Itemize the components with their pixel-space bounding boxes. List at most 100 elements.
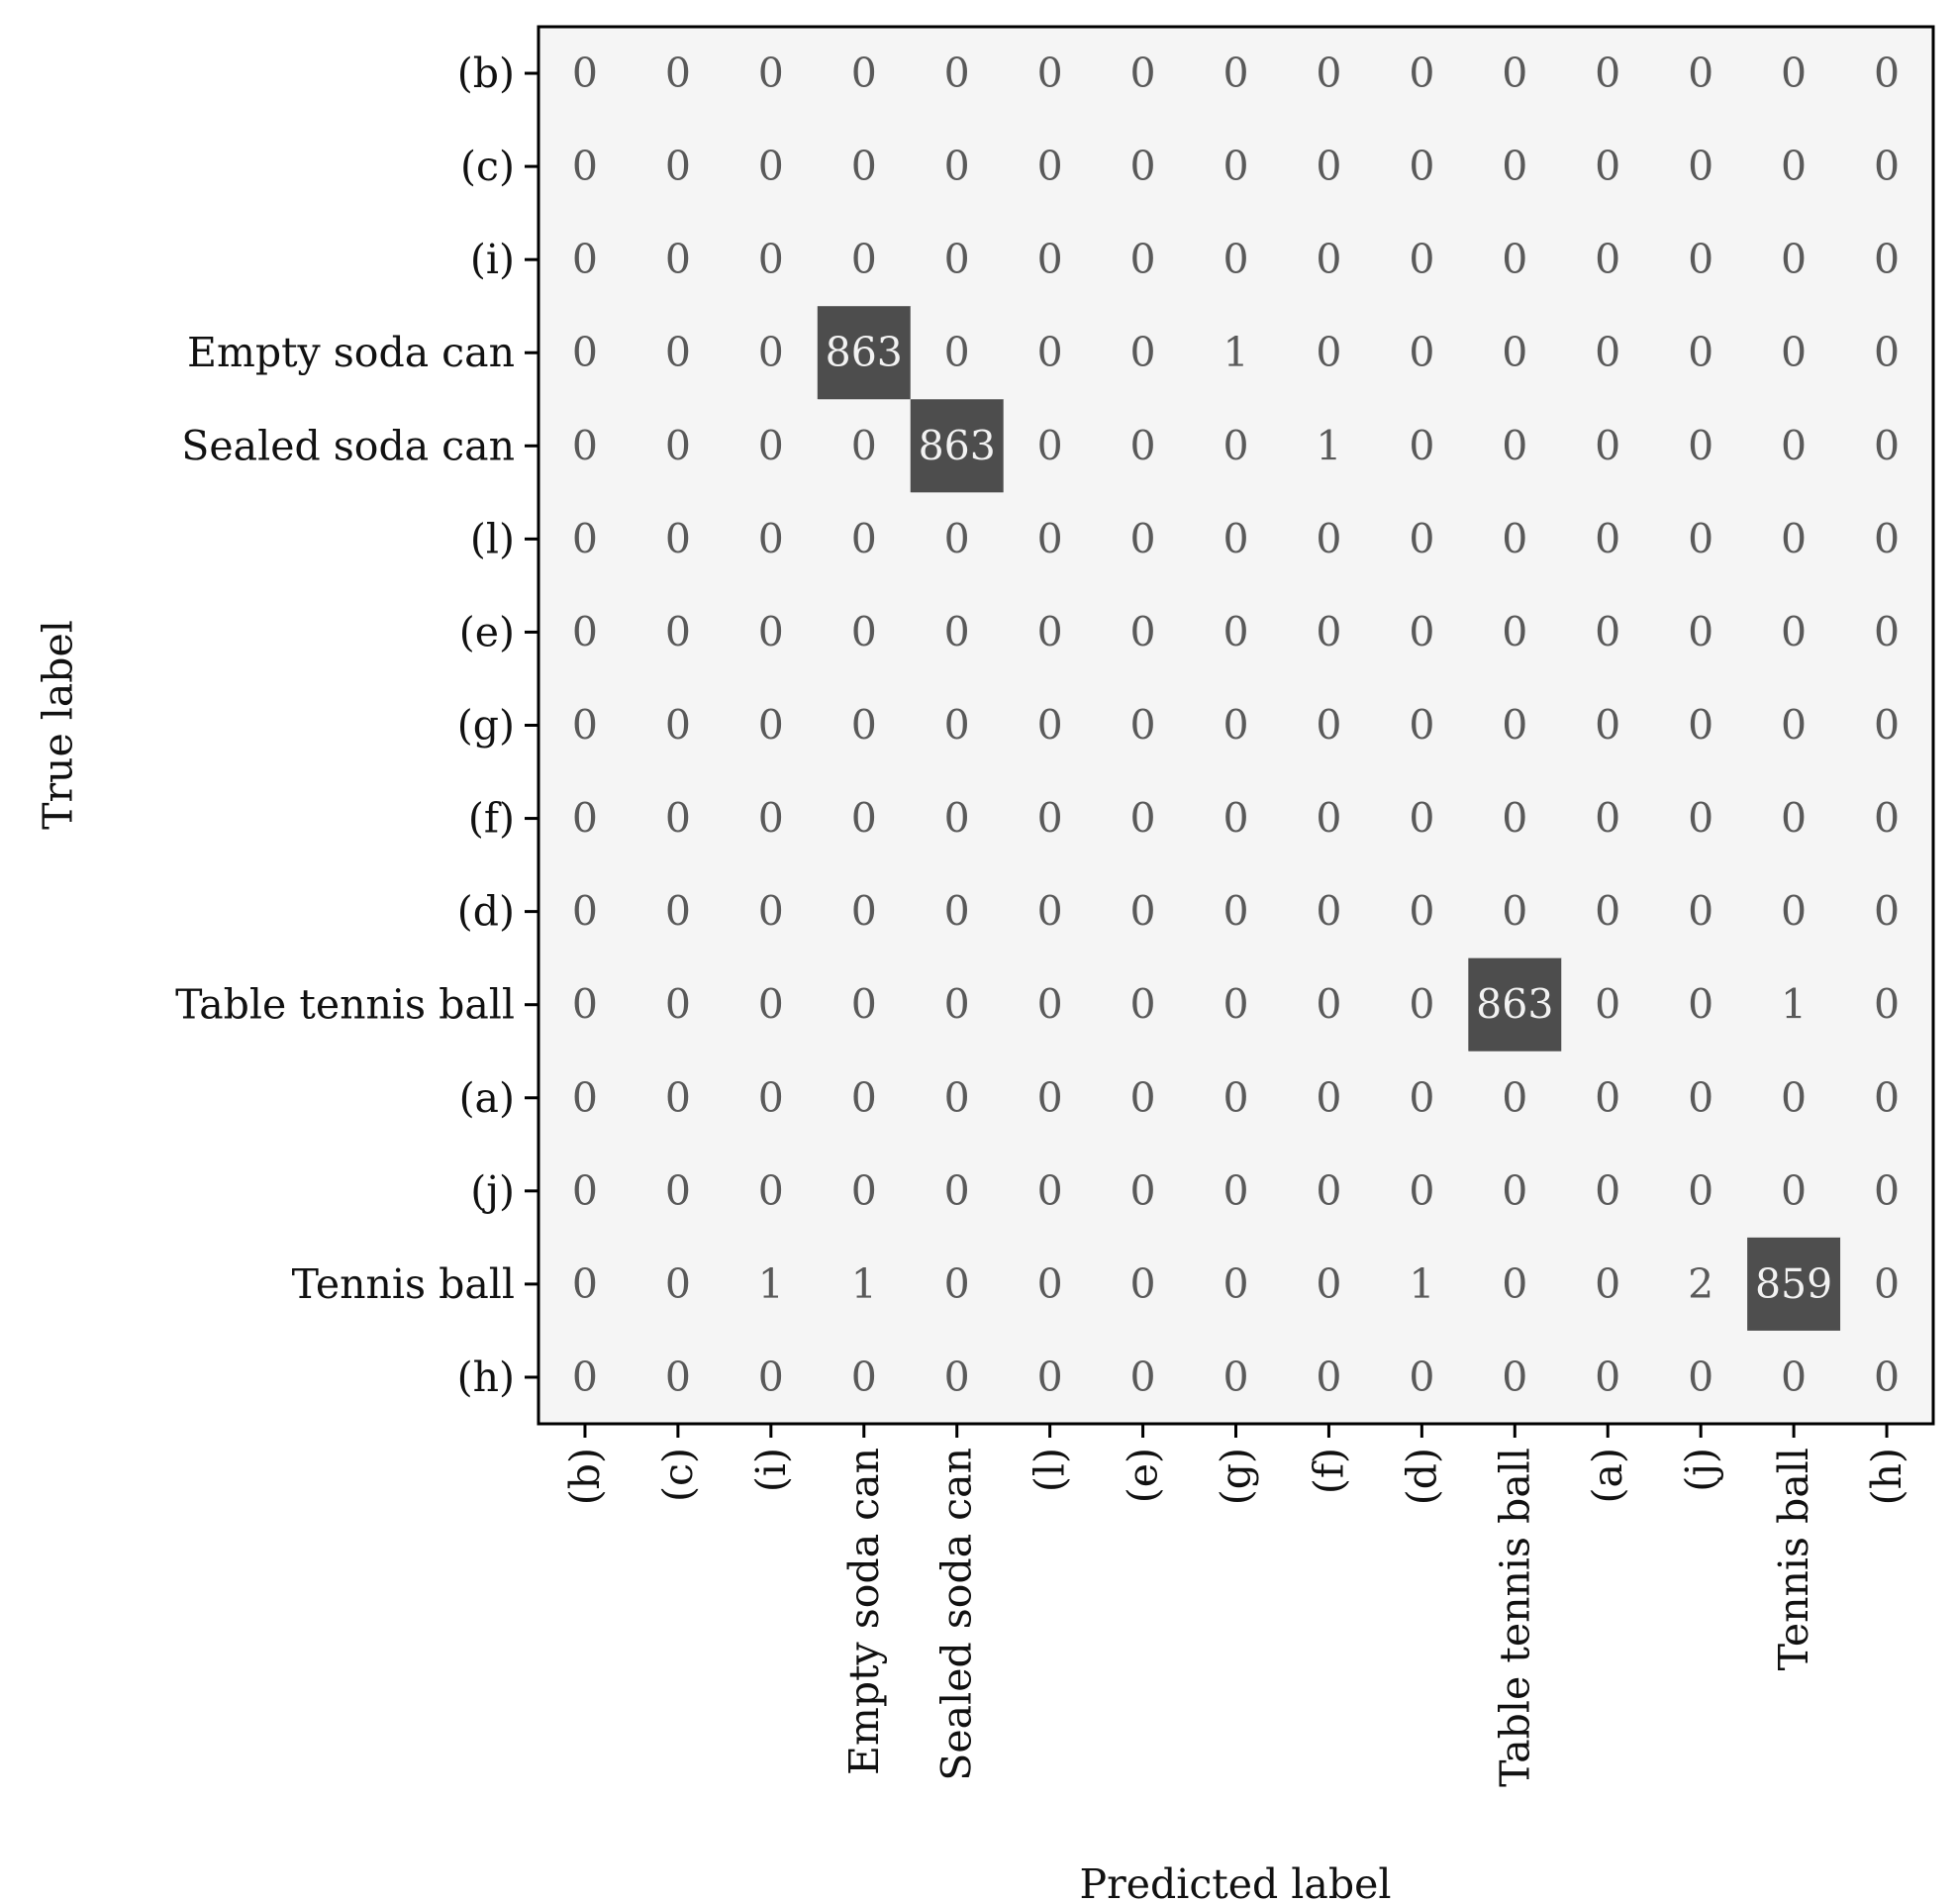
y-tick-label: (l): [470, 515, 515, 562]
heatmap-cell: [1096, 678, 1191, 773]
cell-value-label: 0: [1316, 1074, 1341, 1122]
heatmap-cell: [724, 213, 819, 307]
cell-value-label: 0: [572, 981, 598, 1029]
heatmap-cell: [1840, 120, 1934, 214]
heatmap-cell: [910, 678, 1005, 773]
x-tick-label: Sealed soda can: [933, 1448, 981, 1781]
x-axis-ticks: (b) (c) (i) Empty soda can Sealed soda can (l…: [561, 1424, 1910, 1787]
cell-value-label: 0: [1688, 50, 1713, 97]
heatmap-cell: [1654, 771, 1748, 866]
cell-value-label: 0: [572, 702, 598, 750]
heatmap-cell: [910, 864, 1005, 959]
heatmap-cell: [1654, 213, 1748, 307]
heatmap-cell: [1096, 120, 1191, 214]
heatmap-cell: [1840, 864, 1934, 959]
heatmap-cell: [1189, 120, 1284, 214]
cell-value-label: 0: [944, 50, 970, 97]
heatmap-cell: [1468, 1144, 1562, 1239]
heatmap-cell: [1189, 27, 1284, 121]
cell-value-label: 0: [1781, 888, 1807, 936]
heatmap-cell: [1375, 492, 1469, 586]
cell-value-label: 0: [572, 422, 598, 469]
cell-value-label: 0: [665, 795, 691, 843]
heatmap-cell: [1654, 585, 1748, 680]
cell-value-label: 0: [1874, 143, 1900, 190]
heatmap-cell: [1189, 1144, 1284, 1239]
cell-value-label: 0: [1502, 50, 1527, 97]
cell-value-label: 863: [826, 329, 903, 376]
cell-value-label: 0: [1222, 1167, 1248, 1215]
heatmap-cell: [1189, 1330, 1284, 1425]
x-tick-label: (b): [561, 1448, 609, 1505]
heatmap-cell: [1003, 864, 1098, 959]
cell-value-label: 0: [572, 515, 598, 562]
cell-value-label: 0: [1130, 1353, 1156, 1401]
heatmap-cell: [538, 585, 633, 680]
heatmap-cell: [910, 585, 1005, 680]
cell-value-label: 1: [1409, 1260, 1434, 1308]
cell-value-label: 1: [1316, 422, 1341, 469]
cell-value-label: 0: [851, 702, 877, 750]
cell-value-label: 0: [1130, 422, 1156, 469]
cell-value-label: 0: [665, 422, 691, 469]
heatmap-cell: [1561, 1237, 1655, 1332]
heatmap-cell: [1468, 1237, 1562, 1332]
cell-value-label: 0: [1781, 50, 1807, 97]
heatmap-cell: [1375, 864, 1469, 959]
cell-value-label: 0: [1409, 1074, 1434, 1122]
cell-value-label: 0: [1037, 702, 1063, 750]
cell-value-label: 0: [944, 1260, 970, 1308]
cell-value-label: 0: [1409, 795, 1434, 843]
cell-value-label: 0: [1595, 50, 1620, 97]
heatmap-cell: [1561, 27, 1655, 121]
heatmap-cell: [1840, 1051, 1934, 1146]
cell-value-label: 0: [1222, 981, 1248, 1029]
cell-value-label: 0: [1409, 329, 1434, 376]
heatmap-cell: [1096, 1237, 1191, 1332]
heatmap-cell: [1468, 585, 1562, 680]
x-tick-label: (d): [1398, 1448, 1445, 1505]
cell-value-label: 0: [944, 1167, 970, 1215]
heatmap-cell: [1375, 213, 1469, 307]
heatmap-cell: [1561, 771, 1655, 866]
cell-value-label: 0: [1222, 1260, 1248, 1308]
cell-value-label: 0: [1688, 981, 1713, 1029]
cell-value-label: 0: [1595, 422, 1620, 469]
heatmap-cell: [1003, 27, 1098, 121]
heatmap-cell: [1840, 771, 1934, 866]
cell-value-label: 0: [1222, 1074, 1248, 1122]
heatmap-cell: [1003, 1237, 1098, 1332]
cell-value-label: 0: [1037, 1167, 1063, 1215]
heatmap-cell: [1003, 1330, 1098, 1425]
heatmap-cell: [817, 399, 912, 493]
heatmap-cell: [1654, 492, 1748, 586]
heatmap-cell: [1840, 1330, 1934, 1425]
cell-value-label: 0: [1130, 50, 1156, 97]
heatmap-cell: [817, 771, 912, 866]
heatmap-cell: [1747, 864, 1841, 959]
cell-value-label: 0: [1595, 236, 1620, 283]
cell-value-label: 0: [1688, 608, 1713, 655]
cell-value-label: 0: [572, 1074, 598, 1122]
cell-value-label: 0: [1130, 795, 1156, 843]
heatmap-cell: [1189, 399, 1284, 493]
heatmap-cell: [631, 399, 726, 493]
heatmap-cell: [817, 492, 912, 586]
heatmap-cell: [538, 492, 633, 586]
heatmap-cell: [1561, 120, 1655, 214]
heatmap-cell: [1375, 585, 1469, 680]
cell-value-label: 0: [665, 143, 691, 190]
x-axis-title: Predicted label: [1080, 1860, 1392, 1904]
cell-value-label: 0: [944, 236, 970, 283]
heatmap-cell: [724, 399, 819, 493]
heatmap-cell: [538, 306, 633, 400]
cell-value-label: 0: [1874, 702, 1900, 750]
cell-value-label: 0: [944, 515, 970, 562]
cell-value-label: 0: [1316, 50, 1341, 97]
cell-value-label: 0: [1130, 1167, 1156, 1215]
heatmap-cell: [1654, 1051, 1748, 1146]
y-tick-label: (e): [459, 608, 515, 655]
heatmap-cell: [1003, 213, 1098, 307]
cell-value-label: 0: [1874, 515, 1900, 562]
